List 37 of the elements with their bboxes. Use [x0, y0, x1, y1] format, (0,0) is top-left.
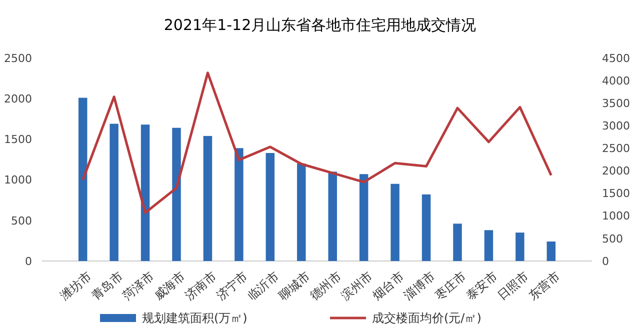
- bar: [328, 172, 337, 261]
- y-tick-label: 0: [25, 254, 32, 268]
- y2-tick-label: 3500: [602, 96, 630, 110]
- bar: [390, 184, 400, 261]
- bar: [172, 128, 181, 261]
- y2-tick-label: 1500: [602, 187, 630, 200]
- bar: [203, 136, 212, 261]
- bar: [110, 124, 118, 261]
- y2-tick-label: 4500: [602, 52, 630, 65]
- bar: [359, 174, 368, 261]
- bar: [453, 224, 462, 261]
- legend-label: 规划建筑面积(万㎡): [142, 311, 248, 326]
- y-tick-label: 2000: [4, 92, 32, 106]
- y2-tick-label: 4000: [602, 74, 630, 88]
- bar: [422, 194, 431, 261]
- chart-title: 2021年1-12月山东省各地市住宅用地成交情况: [164, 16, 476, 34]
- x-tick-label: 东营市: [526, 269, 562, 303]
- legend-label: 成交楼面均价(元/㎡): [372, 311, 482, 326]
- y-tick-label: 1000: [4, 174, 32, 187]
- y-tick-label: 2500: [4, 52, 32, 65]
- line-series: [82, 72, 552, 214]
- bar: [516, 232, 524, 261]
- y2-tick-label: 0: [602, 254, 609, 268]
- y2-tick-label: 3000: [602, 120, 630, 133]
- y2-tick-label: 2500: [602, 142, 630, 156]
- bar: [266, 153, 275, 261]
- bar: [297, 164, 306, 261]
- bar: [234, 148, 244, 261]
- bar: [78, 98, 88, 261]
- y2-tick-label: 500: [602, 232, 623, 246]
- y-tick-label: 1500: [4, 133, 32, 146]
- y2-tick-label: 1000: [602, 210, 630, 223]
- bar: [140, 124, 150, 261]
- bar: [546, 242, 556, 261]
- y-tick-label: 500: [11, 214, 32, 228]
- bar: [484, 230, 494, 261]
- y2-tick-label: 2000: [602, 164, 630, 178]
